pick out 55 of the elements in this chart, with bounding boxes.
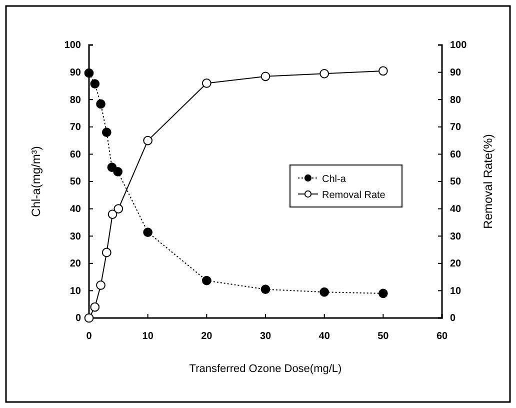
point — [90, 302, 100, 312]
y-tick-label: 30 — [70, 231, 82, 242]
y2-tick-label: 40 — [450, 204, 462, 215]
point — [96, 280, 106, 290]
legend-label: Removal Rate — [322, 190, 386, 201]
y-tick-label: 70 — [70, 122, 82, 134]
point — [260, 72, 270, 82]
point — [143, 136, 153, 146]
y2-tick-label: 60 — [450, 149, 462, 160]
y2-tick-label: 0 — [450, 313, 456, 324]
x-tick-label: 30 — [260, 331, 272, 342]
y2-tick-label: 20 — [450, 258, 462, 270]
y2-tick-label: 100 — [450, 40, 468, 52]
x-tick-label: 10 — [142, 331, 154, 342]
y-tick-label: 60 — [70, 149, 82, 160]
y-tick-label: 100 — [64, 40, 82, 52]
point — [378, 288, 388, 298]
x-tick-label: 40 — [318, 331, 330, 342]
point — [96, 99, 106, 109]
point — [260, 284, 270, 294]
point — [378, 66, 388, 76]
y-tick-label: 40 — [70, 204, 82, 215]
x-tick-label: 20 — [201, 331, 213, 342]
y2-tick-label: 50 — [450, 176, 462, 188]
point — [143, 228, 153, 237]
y-tick-label: 90 — [70, 68, 82, 78]
point — [320, 287, 330, 297]
point — [320, 68, 330, 78]
x-axis-title: Transferred Ozone Dose(mg/L) — [189, 363, 342, 375]
y2-axis-title: Removal Rate(%) — [481, 134, 495, 229]
y-tick-label: 50 — [70, 176, 82, 188]
legend-label: Chl-a — [322, 174, 346, 185]
point — [108, 210, 118, 219]
y2-tick-label: 30 — [450, 231, 462, 242]
point — [202, 276, 212, 286]
y-axis-title: Chl-a(mg/m³) — [29, 146, 43, 217]
x-tick-label: 60 — [436, 331, 448, 342]
y-tick-label: 10 — [70, 286, 82, 297]
point — [202, 78, 212, 88]
point — [84, 68, 94, 78]
y-tick-label: 80 — [70, 94, 82, 106]
x-tick-label: 0 — [86, 331, 92, 342]
y-tick-label: 20 — [70, 258, 82, 270]
y2-tick-label: 10 — [450, 286, 462, 297]
point — [114, 204, 124, 214]
point — [84, 313, 94, 323]
y2-tick-label: 80 — [450, 94, 462, 106]
y-tick-label: 0 — [75, 313, 82, 324]
point — [90, 79, 100, 88]
point — [102, 248, 112, 258]
y2-tick-label: 90 — [450, 68, 462, 78]
point — [102, 128, 112, 138]
point — [113, 166, 123, 176]
x-tick-label: 50 — [378, 331, 390, 342]
y2-tick-label: 70 — [450, 122, 462, 134]
